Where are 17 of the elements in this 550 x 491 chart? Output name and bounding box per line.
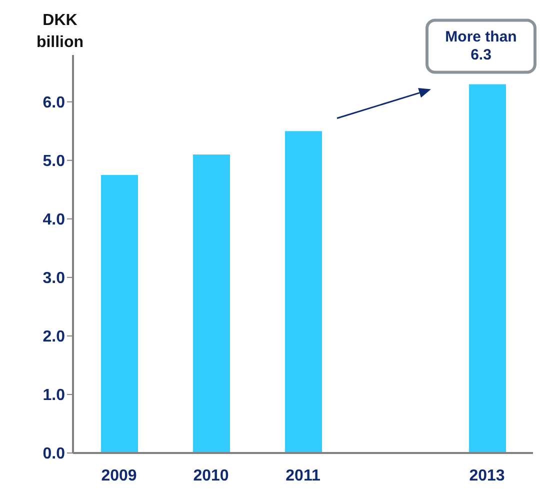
- y-tick-label: 6.0: [42, 94, 66, 112]
- x-tick-label: 2011: [286, 467, 320, 484]
- bar: [285, 131, 322, 453]
- y-tick-label: 0.0: [42, 446, 66, 463]
- x-tick-label: 2013: [469, 467, 505, 484]
- y-tick-label: 4.0: [42, 212, 66, 229]
- y-tick-label: 5.0: [42, 153, 66, 170]
- bar: [101, 174, 138, 453]
- bar: [469, 84, 506, 453]
- bar: [193, 154, 230, 453]
- x-tick-label: 2009: [101, 467, 137, 484]
- y-axis-title: DKK billion: [35, 11, 85, 53]
- y-tick-label: 3.0: [42, 270, 66, 288]
- y-tick-label: 2.0: [42, 328, 66, 346]
- y-tick-label: 1.0: [42, 387, 66, 404]
- annotation: More than 6.3: [445, 28, 517, 64]
- x-tick-label: 2010: [193, 467, 229, 484]
